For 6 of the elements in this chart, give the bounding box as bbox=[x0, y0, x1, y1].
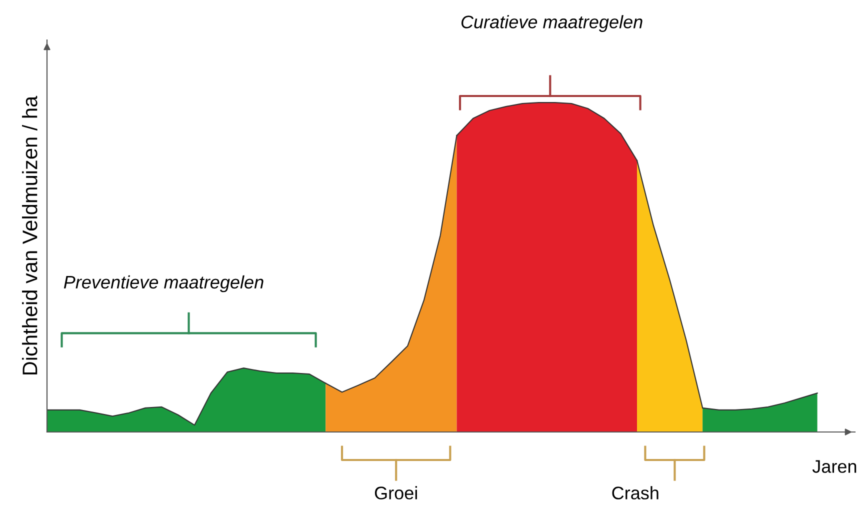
x-axis-title: Jaren bbox=[812, 460, 856, 473]
y-axis-title: Dichtheid van Veldmuizen / ha bbox=[22, 96, 38, 374]
text: Curatieve maatregelen bbox=[461, 15, 642, 32]
text: Groei bbox=[374, 486, 417, 500]
annotation: Preventieve maatregelen bbox=[64, 275, 264, 292]
text: Crash bbox=[612, 486, 658, 500]
